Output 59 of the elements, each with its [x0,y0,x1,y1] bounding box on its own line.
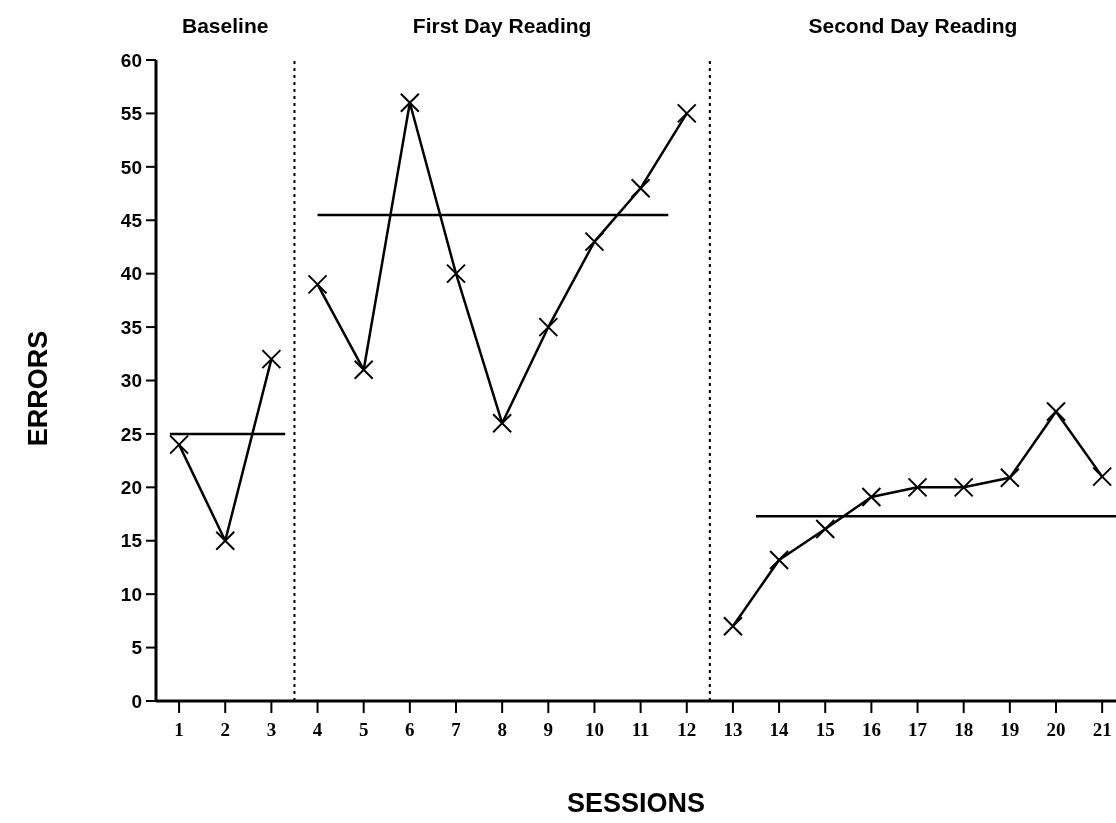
point [815,519,836,539]
point [261,349,282,370]
point [584,231,605,252]
x-tick-label: 16 [861,719,881,741]
y-tick-label: 55 [120,103,143,125]
point [353,359,374,380]
y-tick-label: 25 [120,423,143,445]
y-tick-label: 20 [120,477,142,499]
y-tick-label: 40 [120,263,142,285]
y-axis-title: ERRORS [22,329,54,449]
point [1046,401,1066,422]
x-tick-label: 6 [405,719,415,741]
y-tick-label: 50 [120,156,142,178]
y-tick-label: 15 [120,530,143,552]
y-tick-label: 60 [120,49,142,71]
point [492,413,513,434]
point [999,467,1020,488]
point [215,530,236,551]
x-tick-label: 8 [497,719,507,741]
x-tick-label: 17 [908,719,928,741]
x-tick-label: 19 [1000,719,1020,741]
x-tick-label: 13 [723,719,743,741]
x-axis-title: SESSIONS [565,788,706,819]
y-tick-label: 30 [120,370,142,392]
point [538,317,559,338]
x-tick-label: 3 [266,719,277,741]
x-tick-label: 2 [220,719,230,741]
text: Second Day Reading [807,14,1019,38]
point [861,486,882,507]
point [676,103,697,124]
y-tick-label: 5 [131,637,143,659]
x-tick-label: 12 [677,719,697,741]
y-tick-label: 45 [120,209,143,231]
point [1092,466,1113,487]
x-tick-label: 9 [543,719,554,741]
x-tick-label: 10 [584,719,604,741]
x-tick-label: 18 [954,719,974,741]
text: First Day Reading [411,14,593,38]
x-tick-label: 14 [769,719,790,741]
x-tick-label: 1 [174,719,184,741]
text: Baseline [181,14,270,38]
y-tick-label: 35 [120,316,143,338]
point [399,92,420,113]
y-tick-label: 0 [131,690,142,712]
x-tick-label: 20 [1046,719,1066,741]
point [769,549,790,570]
point [630,178,651,199]
x-tick-label: 7 [451,719,462,741]
point [722,616,743,637]
point [307,274,328,295]
x-tick-label: 5 [358,719,369,741]
x-tick-label: 11 [631,719,650,741]
y-tick-label: 10 [120,583,142,605]
point [446,263,466,284]
point [907,477,928,498]
x-tick-label: 15 [815,719,835,741]
point [953,477,974,498]
x-tick-label: 4 [312,719,323,741]
x-tick-label: 21 [1092,719,1112,741]
